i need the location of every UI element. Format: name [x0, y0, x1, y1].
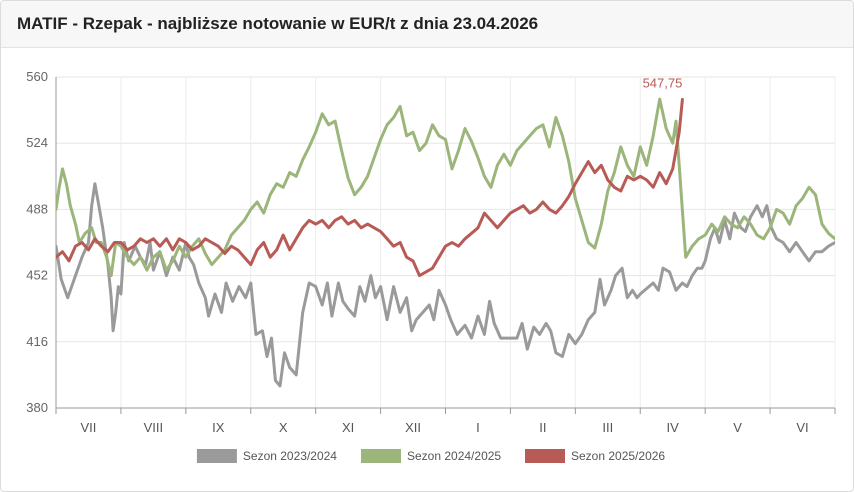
legend-swatch: [361, 449, 401, 463]
legend-label: Sezon 2023/2024: [243, 449, 337, 463]
card-header: MATIF - Rzepak - najbliższe notowanie w …: [1, 1, 853, 48]
x-tick-label: XI: [342, 420, 354, 435]
x-tick-label: III: [602, 420, 613, 435]
x-tick-label: X: [279, 420, 288, 435]
x-tick-label: VI: [796, 420, 808, 435]
x-tick-label: XII: [405, 420, 421, 435]
legend-label: Sezon 2024/2025: [407, 449, 501, 463]
x-tick-label: IX: [212, 420, 225, 435]
legend-label: Sezon 2025/2026: [571, 449, 665, 463]
x-tick-label: II: [539, 420, 546, 435]
y-tick-label: 452: [26, 268, 48, 283]
chart-title: MATIF - Rzepak - najbliższe notowanie w …: [17, 14, 539, 33]
series-line-3[interactable]: [56, 98, 684, 278]
y-tick-label: 488: [26, 201, 48, 216]
last-value-label: 547,75: [643, 76, 683, 91]
x-tick-label: IV: [667, 420, 680, 435]
y-tick-label: 524: [26, 135, 48, 150]
x-tick-label: VIII: [144, 420, 164, 435]
legend-item-3[interactable]: Sezon 2025/2026: [525, 449, 665, 463]
y-tick-label: 560: [26, 69, 48, 84]
legend-swatch: [196, 449, 237, 463]
series-line-1[interactable]: [56, 182, 835, 388]
legend-swatch: [525, 449, 565, 463]
x-tick-label: V: [733, 420, 742, 435]
y-tick-label: 380: [26, 400, 48, 415]
series-line-2[interactable]: [56, 97, 835, 278]
x-tick-label: VII: [81, 420, 97, 435]
y-tick-label: 416: [26, 334, 48, 349]
legend-item-2[interactable]: Sezon 2024/2025: [361, 449, 501, 463]
legend-item-1[interactable]: Sezon 2023/2024: [196, 449, 337, 463]
x-tick-label: I: [476, 420, 480, 435]
